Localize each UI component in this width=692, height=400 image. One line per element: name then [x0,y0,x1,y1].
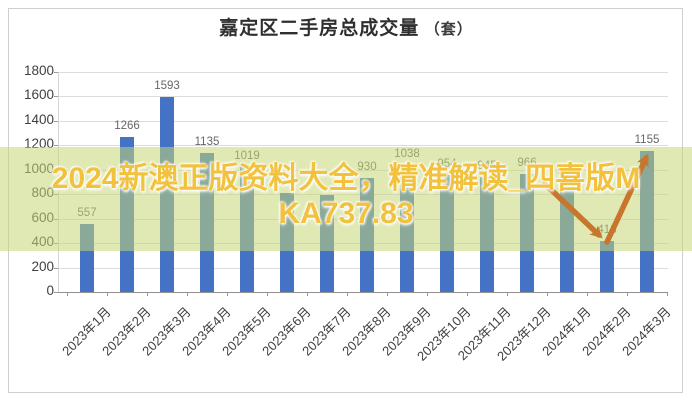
bar [440,175,454,292]
bar [480,176,494,292]
y-axis-tick-label: 200 [31,258,54,274]
chart-title-text: 嘉定区二手房总成交量 [219,18,420,39]
y-axis-tick-label: 800 [31,185,54,201]
x-axis-tick [427,292,428,296]
x-axis-tick [347,292,348,296]
bar [600,240,614,292]
x-axis-tick [267,292,268,296]
x-axis-tick [547,292,548,296]
x-axis-tick [227,292,228,296]
x-axis-tick [67,292,68,296]
y-axis-tick [54,267,58,269]
bar [640,150,654,292]
bar [360,178,374,292]
bar-data-label: 1155 [634,133,660,146]
y-axis-tick [54,292,58,293]
y-axis-line [58,72,59,292]
x-axis-tick [147,292,148,296]
chart-title-unit: （套） [424,21,473,38]
bar [240,167,254,292]
y-axis-tick-label: 0 [46,283,54,298]
y-axis-tick-label: 1600 [23,87,54,103]
bar [400,165,414,292]
y-axis-tick-label: 1400 [23,111,54,127]
bar [200,153,214,292]
x-axis-tick [307,292,308,296]
gridline [58,145,668,147]
x-axis-tick [107,292,108,296]
gridline [58,72,668,73]
bar [560,181,574,292]
bar-data-label: 1135 [194,136,220,149]
gridline [58,96,668,98]
x-axis-tick [187,292,188,296]
bar [280,193,294,292]
gridline [58,120,668,122]
y-axis-tick-label: 1800 [23,63,54,78]
x-axis-tick [467,292,468,296]
y-axis-tick [54,96,58,98]
y-axis-tick-label: 600 [31,209,54,225]
bar [120,137,134,292]
y-axis-tick-label: 400 [31,234,54,250]
x-axis-tick [667,292,668,296]
chart-title: 嘉定区二手房总成交量 （套） [0,13,692,40]
y-axis-tick [54,120,58,122]
y-axis-tick-label: 1000 [23,160,54,176]
y-axis-tick-label: 1200 [23,136,54,152]
x-axis-tick [387,292,388,296]
bar-data-label: 1019 [234,150,260,163]
bar-data-label: 930 [357,161,377,174]
bar-data-label: 1593 [154,80,180,93]
bar [80,223,94,292]
bar [160,97,174,292]
y-axis-tick [54,145,58,147]
x-axis-tick [507,292,508,296]
bar-data-label: 557 [77,206,97,219]
bar-data-label: 904 [557,164,577,177]
y-axis-tick [54,72,58,73]
x-axis-line [58,292,668,293]
x-axis-tick [627,292,628,296]
x-axis-tick [587,292,588,296]
bar [320,194,334,292]
bar-data-label: 418 [597,223,617,236]
bar [520,173,534,292]
bar-data-label: 1266 [114,120,140,133]
